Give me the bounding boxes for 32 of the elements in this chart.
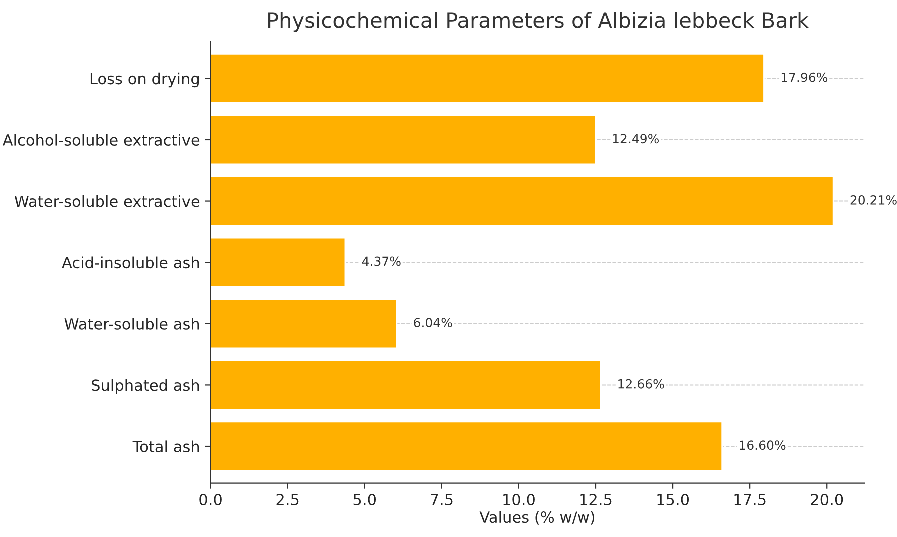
x-tick-label: 0.0 <box>200 494 222 506</box>
y-tick-label: Water-soluble extractive <box>14 195 200 208</box>
x-tick-label: 20.0 <box>811 494 844 506</box>
x-axis-title: Values (% w/w) <box>480 511 595 525</box>
bar <box>210 421 724 472</box>
data-label: 12.66% <box>618 379 664 389</box>
y-tick-label: Loss on drying <box>90 72 199 88</box>
x-tick-label: 2.5 <box>276 494 299 506</box>
x-tick-label: 10.0 <box>504 494 535 506</box>
bar <box>210 114 596 166</box>
x-tick-label: 5.0 <box>354 494 376 506</box>
bar <box>210 298 398 350</box>
data-label: 17.96% <box>782 72 828 82</box>
bar <box>210 237 346 288</box>
data-label: 12.49% <box>613 134 660 144</box>
y-tick-label: Alcohol-soluble extractive <box>2 134 200 146</box>
bar <box>210 176 834 227</box>
bar <box>210 360 602 410</box>
y-tick-label: Acid-insoluble ash <box>62 256 200 269</box>
data-label: 6.04% <box>414 318 452 328</box>
x-tick-label: 17.5 <box>734 494 766 506</box>
data-label: 16.60% <box>740 440 786 450</box>
chart-title: Physicochemical Parameters of Albizia lebbeck Bark <box>268 12 809 32</box>
y-tick-label: Water-soluble ash <box>64 318 200 330</box>
y-tick-label: Total ash <box>132 440 200 453</box>
data-label: 4.37% <box>362 256 401 266</box>
bar <box>210 53 765 104</box>
data-label: 20.21% <box>850 195 897 205</box>
x-tick-label: 15.0 <box>658 494 690 506</box>
x-tick-label: 12.5 <box>580 494 612 506</box>
x-tick-label: 7.5 <box>431 494 453 506</box>
y-tick-label: Sulphated ash <box>92 379 200 394</box>
